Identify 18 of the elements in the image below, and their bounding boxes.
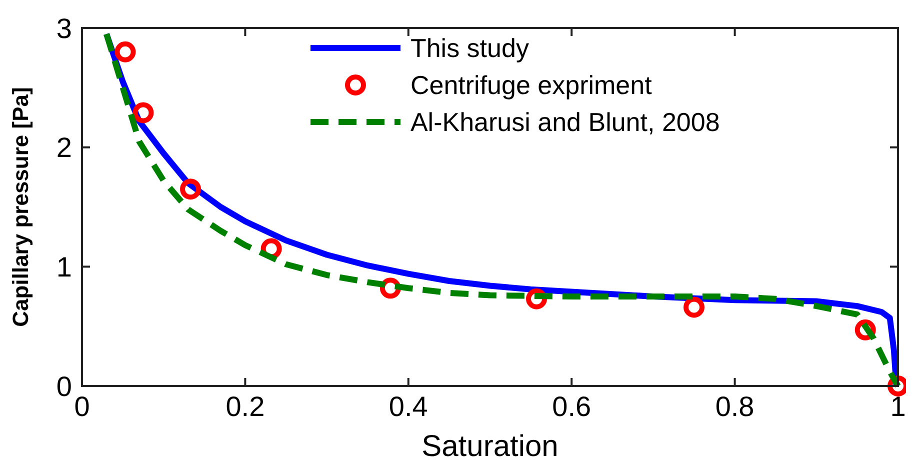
x-tick-label: 1: [890, 391, 906, 422]
point: [684, 296, 704, 318]
y-axis-title: Capillary pressure [Pa]: [8, 87, 33, 327]
x-tick-label: 0.8: [715, 391, 754, 422]
x-tick-label: 0.6: [552, 391, 592, 422]
point: [132, 102, 154, 124]
y-tick-label: 0: [56, 370, 72, 402]
legend-label: Al-Kharusi and Blunt, 2008: [410, 107, 720, 138]
y-tick-label: 2: [56, 132, 72, 164]
x-tick-label: 0.2: [226, 391, 265, 422]
legend-label: Centrifuge expriment: [410, 70, 653, 100]
x-tick-label: 0.4: [388, 391, 428, 422]
y-tick-label: 1: [56, 251, 72, 282]
x-axis-title: Saturation: [422, 430, 558, 463]
y-tick-label: 3: [56, 12, 72, 44]
point: [114, 41, 136, 62]
point: [180, 178, 202, 200]
text: This study: [410, 33, 529, 64]
